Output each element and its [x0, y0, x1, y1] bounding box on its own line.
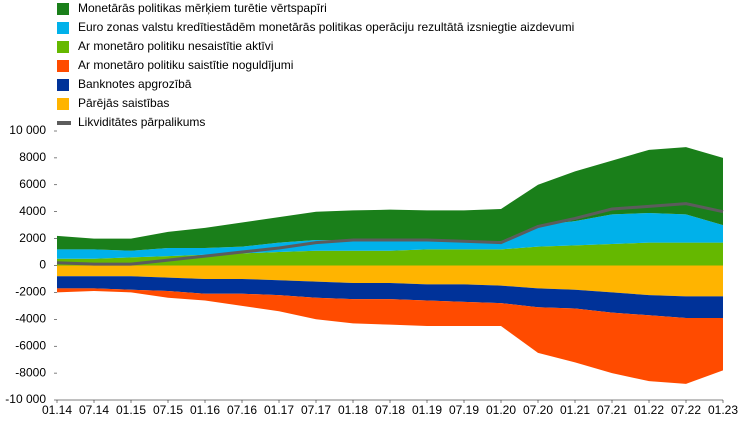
x-tick-label: 07.22 [671, 403, 701, 417]
x-tick-label: 07.17 [301, 403, 331, 417]
area [57, 288, 723, 384]
x-tick-label: 07.21 [597, 403, 627, 417]
y-tick-label: 0 [39, 258, 46, 272]
x-tick-label: 01.22 [634, 403, 664, 417]
x-tick-label: 07.16 [227, 403, 257, 417]
y-tick-label: 10 000 [9, 123, 46, 137]
y-tick-label: -4000 [15, 311, 46, 325]
x-tick-label: 07.14 [79, 403, 109, 417]
legend-label: Euro zonas valstu kredītiestādēm monetār… [78, 20, 574, 34]
legend-label: Ar monetāro politiku nesaistītie aktīvi [78, 39, 273, 53]
legend-swatch [57, 60, 69, 72]
x-tick-label: 01.23 [708, 403, 738, 417]
y-tick-label: 6000 [19, 177, 46, 191]
x-tick-label: 07.20 [523, 403, 553, 417]
y-tick-label: -10 000 [5, 392, 46, 406]
x-tick-label: 01.15 [116, 403, 146, 417]
y-tick-label: -6000 [15, 338, 46, 352]
x-tick-label: 07.15 [153, 403, 183, 417]
x-tick-label: 01.19 [412, 403, 442, 417]
y-tick-label: -2000 [15, 285, 46, 299]
y-tick-label: -8000 [15, 365, 46, 379]
legend-label: Monetārās politikas mērķiem turētie vērt… [78, 1, 327, 15]
legend-swatch [57, 3, 69, 15]
y-tick-label: 2000 [19, 231, 46, 245]
x-tick-label: 07.19 [449, 403, 479, 417]
legend-swatch [57, 22, 69, 34]
legend-label: Ar monetāro politiku saistītie noguldīju… [78, 58, 293, 72]
area [57, 147, 723, 251]
legend-swatch [57, 98, 69, 110]
x-tick-label: 01.14 [42, 403, 72, 417]
area [57, 242, 723, 266]
y-tick-label: 8000 [19, 150, 46, 164]
line [56, 202, 724, 266]
legend-label: Likviditātes pārpalikums [78, 115, 205, 129]
x-tick-label: 01.18 [338, 403, 368, 417]
legend-label: Pārējās saistības [78, 96, 169, 110]
x-tick-label: 07.18 [375, 403, 405, 417]
x-tick-label: 01.20 [486, 403, 516, 417]
legend-swatch [57, 41, 69, 53]
x-tick-label: 01.16 [190, 403, 220, 417]
area [57, 265, 723, 297]
area [57, 276, 723, 318]
legend-swatch [57, 79, 69, 91]
legend-label: Banknotes apgrozībā [78, 77, 192, 91]
x-tick-label: 01.21 [560, 403, 590, 417]
y-tick-label: 4000 [19, 204, 46, 218]
x-tick-label: 01.17 [264, 403, 294, 417]
